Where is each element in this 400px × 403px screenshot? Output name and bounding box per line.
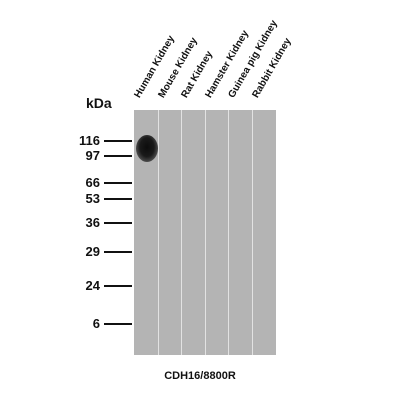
marker-tick [104,140,132,142]
marker-label: 116 [79,133,100,148]
marker-tick [104,222,132,224]
lane-separator [252,110,253,355]
marker-tick [104,285,132,287]
marker-label: 29 [85,244,100,259]
lane-separator [228,110,229,355]
marker-tick [104,323,132,325]
marker-label: 97 [85,148,100,163]
marker-label: 24 [85,278,100,293]
marker-label: 53 [85,191,100,206]
unit-label: kDa [86,95,112,111]
lane-separator [205,110,206,355]
marker-tick [104,182,132,184]
marker-label: 36 [85,215,100,230]
protein-band [136,135,158,162]
lane-separator [181,110,182,355]
antibody-caption: CDH16/8800R [164,370,236,382]
marker-tick [104,155,132,157]
marker-label: 66 [85,175,100,190]
blot-membrane [134,110,276,355]
lane-separator [158,110,159,355]
marker-tick [104,251,132,253]
marker-label: 6 [92,316,100,331]
marker-tick [104,198,132,200]
